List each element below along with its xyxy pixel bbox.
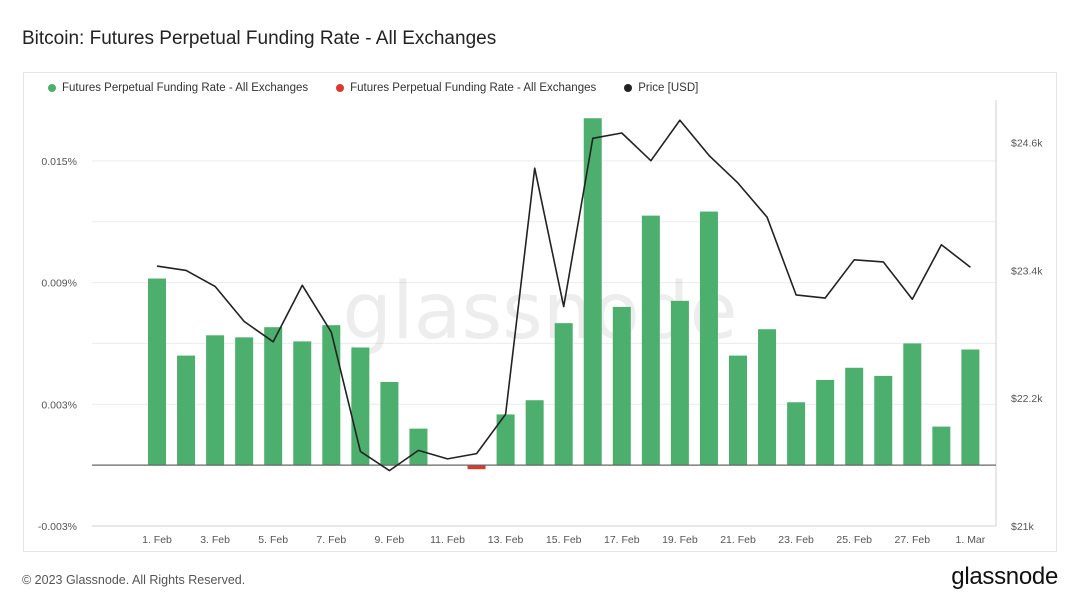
left-axis-tick-label: -0.003% [38,521,77,533]
legend-item-price[interactable]: Price [USD] [624,82,698,94]
legend-dot-black-icon [624,84,633,92]
bar-positive [699,211,718,466]
right-axis-tick-label: $22.2k [1011,393,1043,405]
footer-copyright: © 2023 Glassnode. All Rights Reserved. [22,573,246,587]
bar-positive [235,337,254,466]
x-axis-tick-label: 7. Feb [316,534,346,546]
bar-positive [903,343,922,466]
legend-item-negative-funding[interactable]: Futures Perpetual Funding Rate - All Exc… [336,82,596,94]
x-axis-tick-label: 21. Feb [720,534,756,546]
x-axis-tick-label: 25. Feb [836,534,872,546]
x-axis-tick-label: 9. Feb [375,534,405,546]
x-axis-tick-label: 13. Feb [488,534,524,546]
bar-positive [874,375,893,466]
right-axis-tick-label: $23.4k [1011,265,1043,277]
legend-item-positive-funding[interactable]: Futures Perpetual Funding Rate - All Exc… [48,82,308,94]
x-axis-tick-label: 1. Mar [956,534,986,546]
legend-label-negative: Futures Perpetual Funding Rate - All Exc… [350,82,597,94]
bar-positive [322,325,341,466]
bar-positive [554,323,573,466]
bar-positive [351,347,370,466]
chart-title: Bitcoin: Futures Perpetual Funding Rate … [22,28,497,49]
x-axis-tick-label: 15. Feb [546,534,582,546]
legend-dot-green-icon [48,84,56,92]
bar-positive [758,329,777,466]
bar-positive [148,278,166,466]
x-axis-tick-label: 1. Feb [142,534,172,546]
bar-positive [612,306,631,466]
legend-label-price: Price [USD] [638,82,699,94]
bar-positive [961,349,980,466]
left-axis-tick-label: 0.015% [41,156,77,168]
x-axis-tick-label: 17. Feb [604,534,640,546]
bar-positive [787,402,806,466]
bar-positive [729,355,747,466]
legend-dot-red-icon [336,84,345,92]
bar-positive [932,426,951,466]
x-axis-tick-label: 19. Feb [662,534,698,546]
x-axis-tick-label: 11. Feb [430,534,465,546]
bar-positive [496,414,515,466]
glassnode-logo: glassnode [951,563,1058,590]
right-axis-tick-label: $24.6k [1011,138,1043,150]
bar-positive [525,400,544,466]
bar-positive [409,428,428,466]
x-axis-tick-label: 3. Feb [200,534,230,546]
left-axis-tick-label: 0.009% [41,278,77,290]
bar-positive [177,355,196,466]
right-axis-tick-label: $21k [1011,521,1035,533]
x-axis-tick-label: 23. Feb [778,534,814,546]
bar-positive [380,381,399,466]
price-line [156,119,971,472]
bar-positive [293,341,312,466]
legend-label-positive: Futures Perpetual Funding Rate - All Exc… [62,82,309,94]
bar-positive [206,335,225,466]
bar-positive [816,379,835,466]
bar-positive [264,327,283,466]
left-axis-tick-label: 0.003% [41,399,77,411]
bar-negative [467,465,486,470]
chart-frame [23,72,1057,552]
bar-positive [641,215,660,466]
bar-positive [583,118,602,466]
bar-positive [845,367,864,466]
chart-legend: Futures Perpetual Funding Rate - All Exc… [48,82,698,94]
bar-positive [670,300,689,466]
x-axis-tick-label: 27. Feb [894,534,930,546]
x-axis-tick-label: 5. Feb [258,534,288,546]
